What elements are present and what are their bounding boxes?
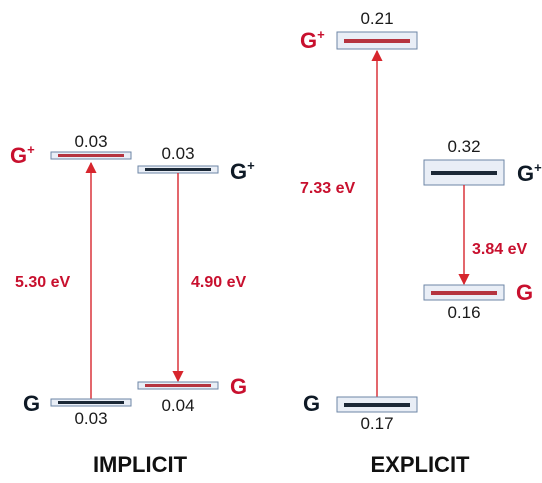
implicit-left-lower-state-label: G xyxy=(23,391,40,416)
explicit-left-transition: 0.21 G+ 7.33 eV G 0.17 xyxy=(300,9,418,433)
explicit-left-upper-level-bar xyxy=(344,39,410,43)
implicit-right-lower-state-label: G xyxy=(230,374,247,399)
implicit-left-energy-label: 5.30 eV xyxy=(15,274,70,291)
explicit-left-upper-value: 0.21 xyxy=(360,9,393,28)
implicit-left-lower-level-bar xyxy=(58,401,124,404)
explicit-right-transition: 0.32 G+ 3.84 eV G 0.16 xyxy=(423,137,542,322)
implicit-right-lower-level-bar xyxy=(145,384,211,387)
implicit-right-lower-value: 0.04 xyxy=(161,396,194,415)
explicit-right-energy-label: 3.84 eV xyxy=(472,241,527,258)
implicit-panel: 0.03 G+ 5.30 eV G 0.03 0.03 G+ 4.90 eV G… xyxy=(10,132,255,477)
implicit-title: IMPLICIT xyxy=(93,452,188,477)
implicit-left-lower-value: 0.03 xyxy=(74,409,107,428)
implicit-right-upper-level-bar xyxy=(145,168,211,171)
explicit-left-lower-level-bar xyxy=(344,403,410,407)
implicit-right-energy-label: 4.90 eV xyxy=(191,274,246,291)
explicit-right-lower-state-label: G xyxy=(516,280,533,305)
explicit-right-upper-value: 0.32 xyxy=(447,137,480,156)
explicit-left-upper-state-label: G+ xyxy=(300,27,325,53)
explicit-right-upper-state-label: G+ xyxy=(517,160,542,186)
implicit-right-upper-state-label: G+ xyxy=(230,158,255,184)
explicit-panel: 0.21 G+ 7.33 eV G 0.17 0.32 G+ 3.84 eV G… xyxy=(300,9,542,477)
implicit-left-upper-level-bar xyxy=(58,154,124,157)
explicit-left-energy-label: 7.33 eV xyxy=(300,180,355,197)
implicit-right-transition: 0.03 G+ 4.90 eV G 0.04 xyxy=(137,144,255,415)
explicit-left-lower-state-label: G xyxy=(303,391,320,416)
explicit-right-lower-level-bar xyxy=(431,291,497,295)
implicit-left-upper-value: 0.03 xyxy=(74,132,107,151)
implicit-right-upper-value: 0.03 xyxy=(161,144,194,163)
explicit-right-upper-level-bar xyxy=(431,171,497,175)
implicit-left-transition: 0.03 G+ 5.30 eV G 0.03 xyxy=(10,132,132,428)
explicit-right-lower-value: 0.16 xyxy=(447,303,480,322)
explicit-title: EXPLICIT xyxy=(370,452,470,477)
explicit-left-lower-value: 0.17 xyxy=(360,414,393,433)
implicit-left-upper-state-label: G+ xyxy=(10,142,35,168)
